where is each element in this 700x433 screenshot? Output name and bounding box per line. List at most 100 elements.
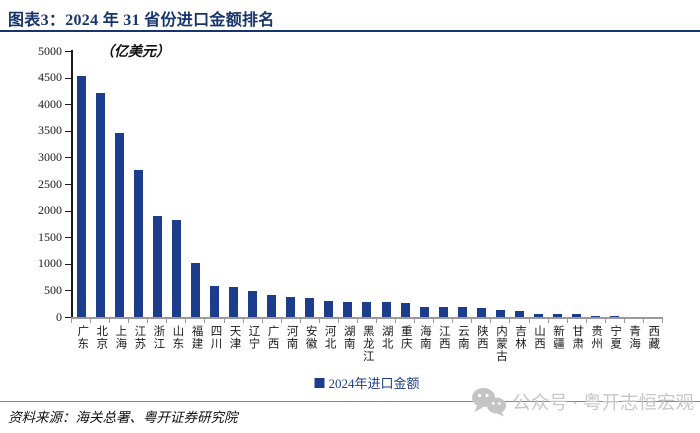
x-tick-label: 吉林 (513, 325, 526, 350)
y-tick-mark (65, 317, 71, 318)
x-label-column: 贵州 (586, 325, 605, 363)
x-tick-label: 湖南 (342, 325, 355, 350)
y-tick-mark (65, 130, 71, 132)
bar-column (491, 51, 510, 317)
x-label-column: 北京 (91, 325, 110, 363)
x-label-column: 海南 (415, 325, 434, 363)
x-axis-labels: 广东 北京 上海 江苏 浙江 山东 福建 四川 天津 辽宁 广西 河南 安徽 河北 湖南 黑龙江 湖北 重庆 海南江… (72, 325, 662, 363)
bar-column (281, 51, 300, 317)
source-note: 资料来源：海关总署、粤开证券研究院 (8, 410, 238, 425)
bar-column (338, 51, 357, 317)
x-tick-mark (72, 319, 92, 323)
bar-column (396, 51, 415, 317)
bar-column (415, 51, 434, 317)
x-label-column: 新疆 (548, 325, 567, 363)
bar-column (567, 51, 586, 317)
x-tick-mark (644, 319, 663, 323)
x-tick-label: 内蒙古 (494, 325, 507, 363)
x-tick-mark (301, 319, 320, 323)
x-tick-mark (263, 319, 282, 323)
x-tick-mark (587, 319, 606, 323)
bar (210, 285, 220, 317)
watermark: 公众号 · 粤开志恒宏观 (471, 387, 694, 417)
x-tick-label: 广东 (76, 325, 89, 350)
x-label-column: 广东 (72, 325, 91, 363)
x-tick-mark (205, 319, 225, 323)
wechat-icon (471, 387, 507, 417)
bar-column (110, 51, 129, 317)
bar (229, 286, 239, 317)
x-tick-mark (244, 319, 263, 323)
x-label-column: 吉林 (510, 325, 529, 363)
bar (419, 306, 429, 317)
x-tick-label: 山东 (171, 325, 184, 350)
bar-column (434, 51, 453, 317)
y-tick-mark (65, 290, 71, 292)
bar (533, 313, 543, 317)
bar (191, 262, 201, 317)
x-label-column: 安徽 (300, 325, 319, 363)
bar (495, 310, 505, 317)
y-tick-label: 2000 (38, 203, 62, 218)
bar-column (510, 51, 529, 317)
x-label-column: 福建 (186, 325, 205, 363)
x-tick-mark (491, 319, 511, 323)
x-tick-label: 湖北 (380, 325, 393, 350)
x-label-column: 湖北 (377, 325, 396, 363)
x-axis-line (71, 317, 663, 319)
bar (571, 314, 581, 317)
y-tick-mark (65, 157, 71, 159)
legend-label: 2024年进口金额 (328, 376, 420, 391)
x-label-column: 浙江 (148, 325, 167, 363)
bar-column (186, 51, 205, 317)
title-divider (0, 30, 700, 32)
x-label-column: 内蒙古 (491, 325, 510, 363)
bar-column (262, 51, 281, 317)
x-tick-label: 陕西 (475, 325, 488, 350)
bar (609, 316, 619, 317)
x-tick-mark (186, 319, 206, 323)
x-tick-mark (434, 319, 454, 323)
x-tick-mark (320, 319, 339, 323)
x-tick-label: 贵州 (590, 325, 603, 350)
x-tick-mark (549, 319, 568, 323)
bar-column (72, 51, 91, 317)
x-tick-mark (282, 319, 301, 323)
x-tick-label: 江西 (437, 325, 450, 350)
y-tick-mark (65, 51, 71, 52)
bar (96, 92, 106, 317)
x-label-column: 江西 (434, 325, 453, 363)
bar (590, 315, 600, 317)
bar (267, 295, 277, 317)
x-tick-label: 河北 (323, 325, 336, 350)
y-tick-mark (65, 104, 71, 106)
y-tick-label: 3500 (38, 123, 62, 138)
bar (134, 170, 144, 317)
x-label-column: 山西 (529, 325, 548, 363)
plot-area (72, 51, 662, 317)
x-tick-mark (167, 319, 187, 323)
x-tick-label: 四川 (209, 325, 222, 350)
y-tick-mark (65, 210, 71, 212)
y-tick-label: 1500 (38, 229, 62, 244)
y-tick-label: 4000 (38, 96, 62, 111)
x-label-column: 广西 (262, 325, 281, 363)
bar-column (243, 51, 262, 317)
x-tick-label: 山西 (533, 325, 546, 350)
bar (248, 290, 258, 317)
x-tick-mark (225, 319, 244, 323)
bar (457, 307, 467, 317)
y-tick-label: 5000 (38, 43, 62, 58)
bar-column (377, 51, 396, 317)
bar (400, 303, 410, 317)
bar (172, 220, 182, 317)
x-tick-mark (396, 319, 416, 323)
x-label-column: 重庆 (396, 325, 415, 363)
x-label-column: 陕西 (472, 325, 491, 363)
x-tick-mark (530, 319, 549, 323)
x-tick-label: 云南 (456, 325, 469, 350)
x-label-column: 山东 (167, 325, 186, 363)
x-tick-label: 西藏 (647, 325, 660, 350)
x-label-column: 黑龙江 (357, 325, 376, 363)
